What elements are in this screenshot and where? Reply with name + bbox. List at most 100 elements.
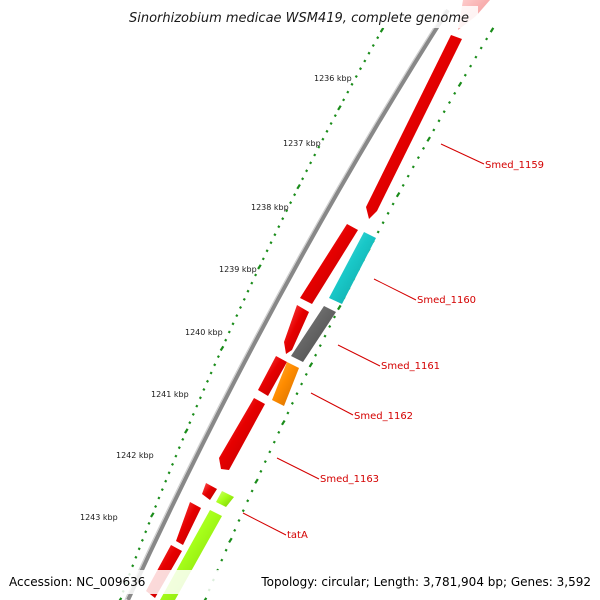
minor-tick xyxy=(416,156,420,160)
minor-tick xyxy=(309,161,313,165)
minor-tick xyxy=(235,314,239,318)
minor-tick xyxy=(147,521,151,525)
minor-tick xyxy=(313,153,317,157)
minor-tick xyxy=(318,344,322,348)
minor-tick xyxy=(285,209,289,213)
minor-tick xyxy=(421,146,426,150)
minor-tick xyxy=(401,183,405,187)
gene-feature[interactable] xyxy=(291,306,336,362)
minor-tick xyxy=(342,98,346,102)
minor-tick xyxy=(432,128,436,132)
minor-tick xyxy=(332,315,337,319)
minor-tick xyxy=(195,404,199,408)
gene-label-smed-1162[interactable]: Smed_1162 xyxy=(354,411,413,422)
gene-feature[interactable] xyxy=(329,232,376,304)
gene-feature[interactable] xyxy=(176,502,201,545)
minor-tick xyxy=(354,74,358,79)
minor-tick xyxy=(137,547,141,551)
gene-feature[interactable] xyxy=(300,224,358,304)
minor-tick xyxy=(277,225,281,229)
major-tick xyxy=(426,136,431,142)
gene-feature[interactable] xyxy=(366,35,462,219)
minor-tick xyxy=(140,538,144,542)
gene-feature[interactable] xyxy=(202,483,217,500)
minor-tick xyxy=(268,450,272,454)
scale-label: 1240 kbp xyxy=(185,328,223,337)
minor-tick xyxy=(411,165,415,169)
minor-tick xyxy=(259,469,263,473)
major-tick xyxy=(296,183,301,190)
minor-tick xyxy=(250,281,254,285)
major-tick xyxy=(117,597,123,600)
minor-tick xyxy=(265,249,269,253)
major-tick xyxy=(379,27,385,33)
scale-label: 1239 kbp xyxy=(219,265,257,274)
gene-label-smed-1161[interactable]: Smed_1161 xyxy=(381,361,440,372)
scale-label: 1236 kbp xyxy=(314,74,352,83)
minor-tick xyxy=(290,401,294,405)
minor-tick xyxy=(469,64,473,68)
label-leaders xyxy=(242,143,485,536)
minor-tick xyxy=(131,564,135,568)
minor-tick xyxy=(485,37,489,41)
minor-tick xyxy=(160,488,164,492)
minor-tick xyxy=(295,392,299,396)
minor-tick xyxy=(231,322,235,326)
major-tick xyxy=(337,304,342,311)
minor-tick xyxy=(272,440,276,444)
minor-tick xyxy=(157,496,161,500)
minor-tick xyxy=(167,471,171,475)
gene-feature[interactable] xyxy=(284,305,309,354)
minor-tick xyxy=(463,73,467,77)
minor-tick xyxy=(386,211,390,215)
minor-tick xyxy=(350,82,354,86)
minor-tick xyxy=(371,43,375,48)
minor-tick xyxy=(261,257,265,261)
footer-backdrop xyxy=(0,570,600,594)
minor-tick xyxy=(304,372,308,376)
major-tick xyxy=(308,362,314,368)
map-title: Sinorhizobium medicae WSM419, complete g… xyxy=(129,11,469,26)
minor-tick xyxy=(301,177,305,181)
gene-label-smed-1163[interactable]: Smed_1163 xyxy=(320,474,379,485)
major-tick xyxy=(228,537,233,544)
gene-feature[interactable] xyxy=(216,491,234,507)
minor-tick xyxy=(238,305,243,310)
minor-tick xyxy=(246,289,250,293)
minor-tick xyxy=(358,67,363,71)
gene-feature[interactable] xyxy=(219,398,265,470)
outer-tick-ring xyxy=(202,27,495,600)
genome-summary: Topology: circular; Length: 3,781,904 bp… xyxy=(260,575,591,589)
minor-tick xyxy=(273,233,277,237)
minor-tick xyxy=(479,46,483,50)
minor-tick xyxy=(213,363,217,367)
minor-tick xyxy=(224,338,228,342)
minor-tick xyxy=(447,100,452,105)
scale-label: 1237 kbp xyxy=(283,139,321,148)
minor-tick xyxy=(202,387,206,392)
minor-tick xyxy=(277,430,281,434)
minor-tick xyxy=(442,110,446,114)
minor-tick xyxy=(329,121,333,126)
minor-tick xyxy=(281,217,285,221)
gene-label-tata[interactable]: tatA xyxy=(287,530,308,541)
major-tick xyxy=(254,478,259,484)
minor-tick xyxy=(191,412,195,416)
minor-tick xyxy=(300,382,304,386)
minor-tick xyxy=(181,437,185,441)
minor-tick xyxy=(246,499,250,503)
minor-tick xyxy=(227,330,231,334)
major-tick xyxy=(219,345,225,352)
minor-tick xyxy=(269,241,273,245)
gene-feature[interactable] xyxy=(258,356,287,396)
minor-tick xyxy=(367,51,371,55)
minor-tick xyxy=(381,221,385,225)
major-tick xyxy=(150,512,155,518)
genome-backbone-highlight xyxy=(124,9,446,600)
minor-tick xyxy=(289,201,293,205)
gene-feature[interactable] xyxy=(272,362,299,406)
minor-tick xyxy=(220,558,224,562)
gene-label-smed-1160[interactable]: Smed_1160 xyxy=(417,295,476,306)
gene-label-smed-1159[interactable]: Smed_1159 xyxy=(485,160,544,171)
minor-tick xyxy=(154,504,158,509)
